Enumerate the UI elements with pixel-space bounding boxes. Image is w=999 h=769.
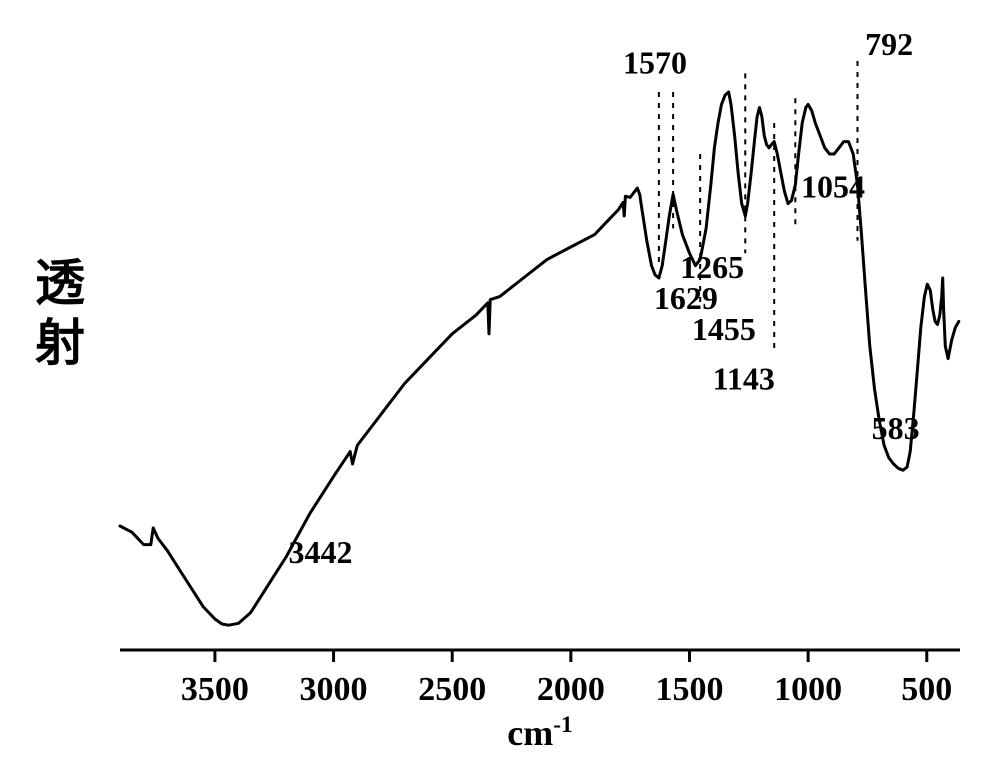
peak-label: 1054 bbox=[801, 168, 865, 204]
y-axis-label-1: 透 bbox=[35, 255, 85, 311]
peak-label: 1265 bbox=[680, 249, 744, 285]
peak-label: 1570 bbox=[623, 44, 687, 80]
peak-label: 1143 bbox=[713, 361, 775, 397]
x-tick-label: 2000 bbox=[537, 671, 605, 708]
peak-label: 3442 bbox=[288, 534, 352, 570]
y-axis-label-2: 射 bbox=[35, 315, 85, 371]
chart-container: 350030002500200015001000500cm-1透射3442157… bbox=[0, 0, 999, 769]
chart-bg bbox=[0, 0, 999, 769]
x-tick-label: 3000 bbox=[300, 671, 368, 708]
peak-label: 792 bbox=[865, 26, 913, 62]
x-tick-label: 1500 bbox=[655, 671, 723, 708]
peak-label: 1455 bbox=[692, 311, 756, 347]
x-tick-label: 3500 bbox=[181, 671, 249, 708]
x-tick-label: 1000 bbox=[774, 671, 842, 708]
x-tick-label: 500 bbox=[901, 671, 952, 708]
x-tick-label: 2500 bbox=[418, 671, 486, 708]
ir-spectrum-chart: 350030002500200015001000500cm-1透射3442157… bbox=[0, 0, 999, 769]
peak-label: 583 bbox=[872, 410, 920, 446]
